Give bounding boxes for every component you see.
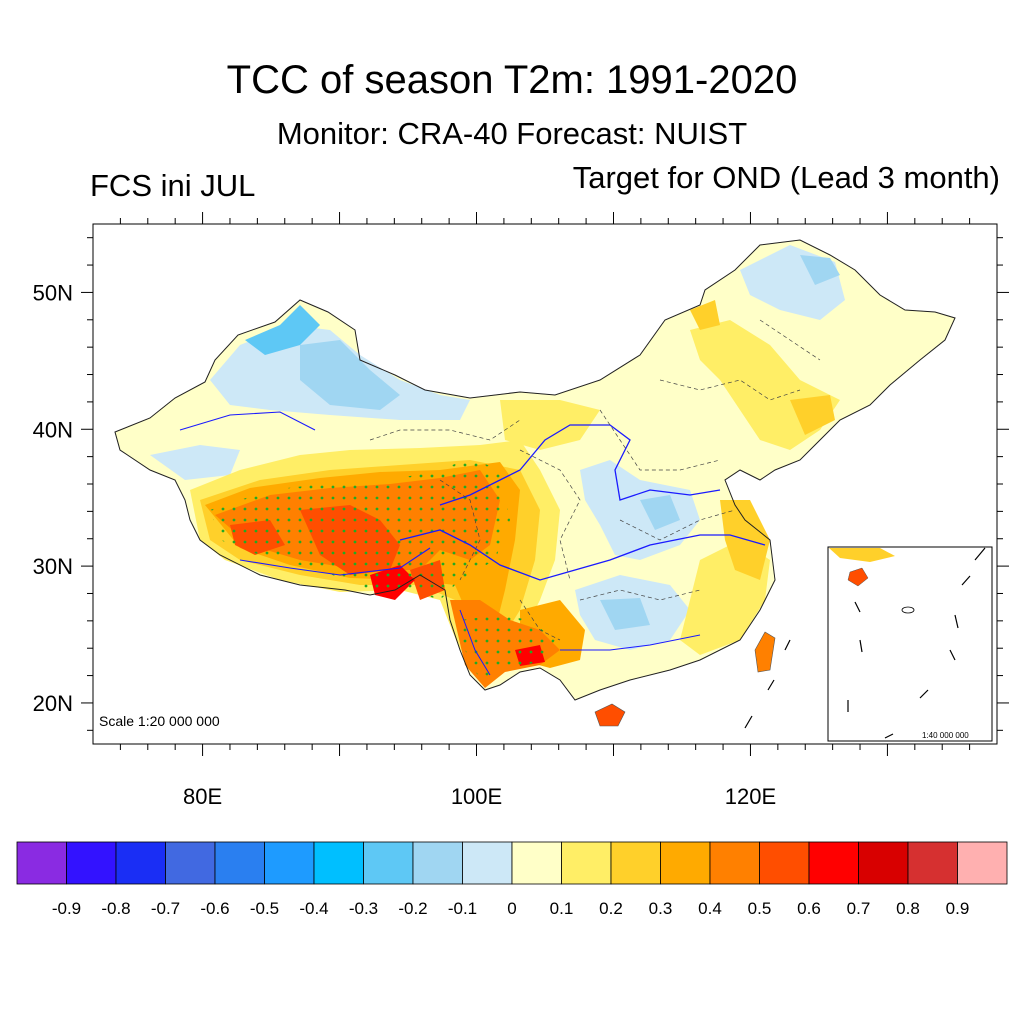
- colorbar-swatch: [16, 841, 67, 885]
- colorbar-swatch: [957, 841, 1008, 885]
- chart-subtitle: Monitor: CRA-40 Forecast: NUIST: [276, 116, 748, 151]
- taiwan: [754, 631, 776, 673]
- lon-label-100E: 100E: [451, 784, 502, 809]
- lat-label-30N: 30N: [33, 554, 73, 579]
- left-label: FCS ini JUL: [90, 168, 256, 203]
- colorbar-label: -0.9: [52, 899, 81, 918]
- scale-text: Scale 1:20 000 000: [99, 713, 220, 729]
- colorbar-swatch: [462, 841, 513, 885]
- colorbar-swatch: [66, 841, 117, 885]
- lat-label-20N: 20N: [33, 691, 73, 716]
- colorbar-swatch: [363, 841, 414, 885]
- colorbar-swatch: [808, 841, 859, 885]
- colorbar-swatch: [660, 841, 711, 885]
- chart-title: TCC of season T2m: 1991-2020: [226, 58, 798, 102]
- colorbar-swatch: [759, 841, 810, 885]
- colorbar-swatch: [709, 841, 760, 885]
- longitude-axis: 80E 100E 120E: [119, 212, 971, 809]
- lon-label-80E: 80E: [183, 784, 222, 809]
- colorbar-label: 0.4: [698, 899, 722, 918]
- colorbar-swatch: [858, 841, 909, 885]
- colorbar-label: 0: [507, 899, 516, 918]
- colorbar-swatch: [907, 841, 958, 885]
- colorbar-swatch: [115, 841, 166, 885]
- colorbar-label: 0.2: [599, 899, 623, 918]
- colorbar-label: 0.8: [896, 899, 920, 918]
- colorbar-swatch: [561, 841, 612, 885]
- colorbar-label: -0.8: [101, 899, 130, 918]
- colorbar-label: 0.3: [649, 899, 673, 918]
- colorbar-label: -0.7: [151, 899, 180, 918]
- colorbar-label: -0.3: [349, 899, 378, 918]
- colorbar-label: -0.2: [398, 899, 427, 918]
- colorbar-swatch: [214, 841, 265, 885]
- colorbar-label: 0.9: [946, 899, 970, 918]
- inset-map: 1:40 000 000: [827, 546, 993, 742]
- colorbar-swatch: [264, 841, 315, 885]
- colorbar-swatch: [412, 841, 463, 885]
- colorbar-label: -0.5: [250, 899, 279, 918]
- colorbar-label: 0.6: [797, 899, 821, 918]
- right-label: Target for OND (Lead 3 month): [572, 160, 1000, 195]
- lat-label-40N: 40N: [33, 417, 73, 442]
- colorbar-swatch: [313, 841, 364, 885]
- colorbar-label: 0.1: [550, 899, 574, 918]
- colorbar-label: -0.4: [299, 899, 328, 918]
- colorbar-swatch: [610, 841, 661, 885]
- latitude-axis: 50N 40N 30N 20N: [33, 237, 1009, 731]
- colorbar-label: -0.1: [448, 899, 477, 918]
- colorbar-swatch: [165, 841, 216, 885]
- inset-scale-text: 1:40 000 000: [922, 731, 969, 740]
- colorbar-label: 0.5: [748, 899, 772, 918]
- colorbar: [16, 841, 1008, 885]
- colorbar-labels: -0.9 -0.8 -0.7 -0.6 -0.5 -0.4 -0.3 -0.2 -0.1 0 0.1…: [52, 899, 969, 918]
- colorbar-swatch: [511, 841, 562, 885]
- china-map: [114, 239, 956, 729]
- colorbar-label: -0.6: [200, 899, 229, 918]
- colorbar-label: 0.7: [847, 899, 871, 918]
- lat-label-50N: 50N: [33, 280, 73, 305]
- hainan: [594, 703, 626, 727]
- lon-label-120E: 120E: [725, 784, 776, 809]
